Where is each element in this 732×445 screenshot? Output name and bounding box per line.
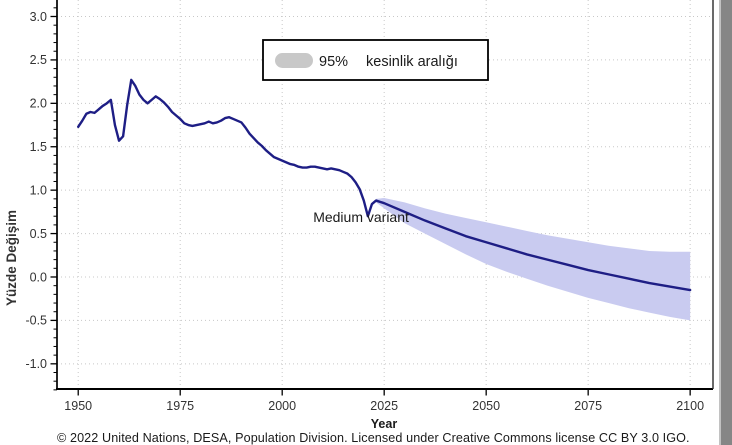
confidence-band [376, 197, 691, 321]
prediction-interval-band [376, 197, 691, 321]
x-tick-label: 2075 [574, 399, 602, 413]
legend: 95% kesinlik aralığı [262, 39, 489, 81]
medium-variant-label: Medium variant [313, 209, 409, 225]
legend-percent-label: 95% [319, 54, 348, 70]
x-tick-label: 1975 [166, 399, 194, 413]
y-axis-title: Yüzde Değişim [4, 210, 19, 306]
axis-ticks [50, 7, 691, 396]
y-tick-label: -0.5 [25, 314, 47, 328]
window-edge-strip [719, 0, 732, 445]
x-tick-label: 2100 [676, 399, 704, 413]
x-tick-label: 2000 [268, 399, 296, 413]
y-tick-label: 2.5 [30, 53, 47, 67]
y-tick-label: -1.0 [25, 357, 47, 371]
x-tick-label: 2050 [472, 399, 500, 413]
y-tick-label: 1.0 [30, 183, 47, 197]
y-tick-label: 2.0 [30, 97, 47, 111]
x-tick-label: 1950 [64, 399, 92, 413]
legend-text-label: kesinlik aralığı [366, 54, 458, 70]
y-tick-label: 0.5 [30, 227, 47, 241]
y-tick-label: 3.0 [30, 10, 47, 24]
growth-rate-line [77, 78, 692, 292]
x-axis-title: Year [371, 417, 398, 431]
axis-spines [56, 0, 714, 390]
y-tick-label: 0.0 [30, 270, 47, 284]
median-line [77, 78, 692, 292]
x-tick-label: 2025 [370, 399, 398, 413]
tick-labels: 3.0 2.5 2.0 1.5 1.0 0.5 0.0 -0.5 -1.0 1950 1975 200… [25, 10, 704, 413]
legend-band-swatch [275, 53, 313, 68]
copyright-footer: © 2022 United Nations, DESA, Population … [57, 431, 690, 445]
y-tick-label: 1.5 [30, 140, 47, 154]
